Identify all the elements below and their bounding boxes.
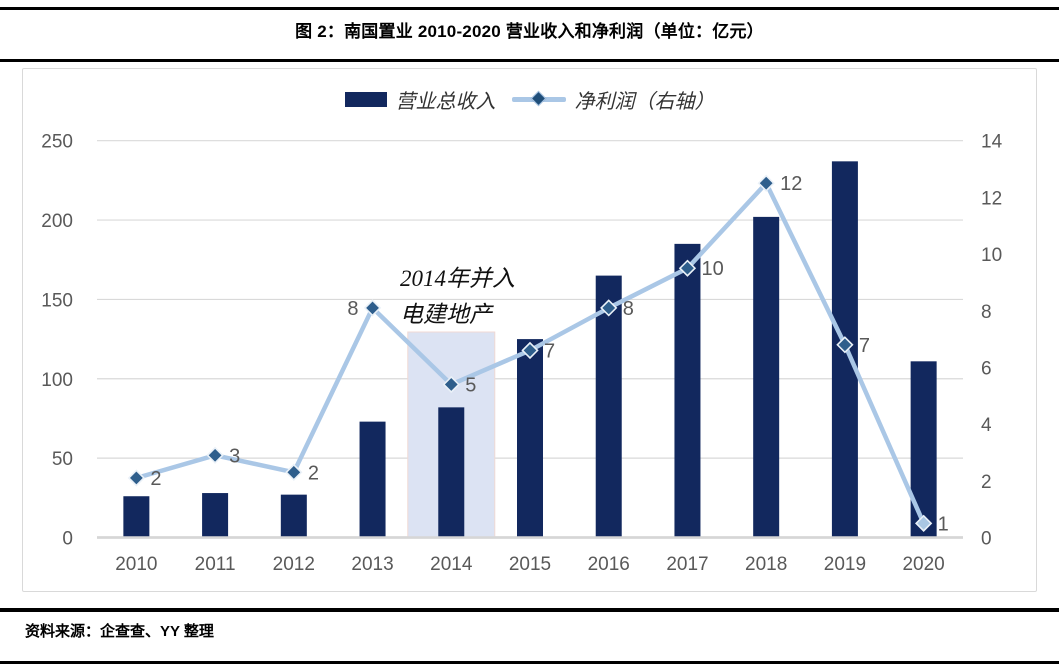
svg-text:2015: 2015 xyxy=(509,554,551,575)
svg-text:250: 250 xyxy=(41,132,73,153)
svg-text:8: 8 xyxy=(347,298,358,320)
svg-text:2: 2 xyxy=(308,462,319,484)
svg-text:8: 8 xyxy=(623,298,634,320)
svg-text:8: 8 xyxy=(981,302,992,323)
figure-title: 图 2：南国置业 2010-2020 营业收入和净利润（单位：亿元） xyxy=(295,22,764,41)
svg-text:14: 14 xyxy=(981,132,1003,153)
svg-text:2017: 2017 xyxy=(666,554,708,575)
svg-text:10: 10 xyxy=(701,258,723,280)
title-divider xyxy=(0,59,1059,62)
svg-text:100: 100 xyxy=(41,370,73,391)
combo-chart: 050100150200250024681012142014年并入电建地产232… xyxy=(41,132,1003,575)
svg-text:0: 0 xyxy=(62,529,73,550)
chart-legend: 营业总收入 净利润（右轴） xyxy=(23,85,1036,114)
legend-label-netprofit: 净利润（右轴） xyxy=(574,90,715,113)
svg-text:2018: 2018 xyxy=(745,554,787,575)
svg-text:2010: 2010 xyxy=(115,554,157,575)
legend-item-revenue: 营业总收入 xyxy=(344,85,496,114)
svg-text:50: 50 xyxy=(52,449,73,470)
source-note: 资料来源：企查查、YY 整理 xyxy=(25,623,214,640)
svg-text:3: 3 xyxy=(229,445,240,467)
svg-text:4: 4 xyxy=(981,415,992,436)
svg-text:2013: 2013 xyxy=(351,554,393,575)
svg-text:200: 200 xyxy=(41,211,73,232)
legend-item-netprofit: 净利润（右轴） xyxy=(511,85,715,114)
svg-text:5: 5 xyxy=(465,374,476,396)
chart-frame: 营业总收入 净利润（右轴） 0 50 100 150 200 250 0 2 4 6 8 10 12 14… xyxy=(22,68,1037,592)
svg-text:150: 150 xyxy=(41,290,73,311)
legend-label-revenue: 营业总收入 xyxy=(395,90,496,113)
bar-swatch-icon xyxy=(344,91,387,107)
svg-text:2012: 2012 xyxy=(273,554,315,575)
svg-text:2016: 2016 xyxy=(588,554,630,575)
svg-text:2: 2 xyxy=(150,468,161,490)
svg-text:2014: 2014 xyxy=(430,554,473,575)
chart-footer-divider xyxy=(0,608,1059,612)
svg-text:6: 6 xyxy=(981,358,992,379)
diamond-marker-icon xyxy=(530,90,546,107)
line-swatch-icon xyxy=(511,90,566,107)
svg-text:10: 10 xyxy=(981,245,1002,266)
top-divider xyxy=(0,7,1059,10)
svg-text:0: 0 xyxy=(981,529,992,550)
svg-text:1: 1 xyxy=(938,513,949,535)
svg-text:2020: 2020 xyxy=(902,554,944,575)
svg-text:2: 2 xyxy=(981,472,992,493)
svg-text:2011: 2011 xyxy=(195,554,236,575)
bottom-divider xyxy=(0,661,1059,664)
svg-text:2014年并入: 2014年并入 xyxy=(400,266,515,291)
svg-text:12: 12 xyxy=(981,188,1002,209)
svg-text:2019: 2019 xyxy=(824,554,866,575)
svg-text:7: 7 xyxy=(544,340,555,362)
svg-text:12: 12 xyxy=(780,173,802,195)
svg-text:7: 7 xyxy=(859,335,870,357)
svg-text:电建地产: 电建地产 xyxy=(400,302,494,327)
